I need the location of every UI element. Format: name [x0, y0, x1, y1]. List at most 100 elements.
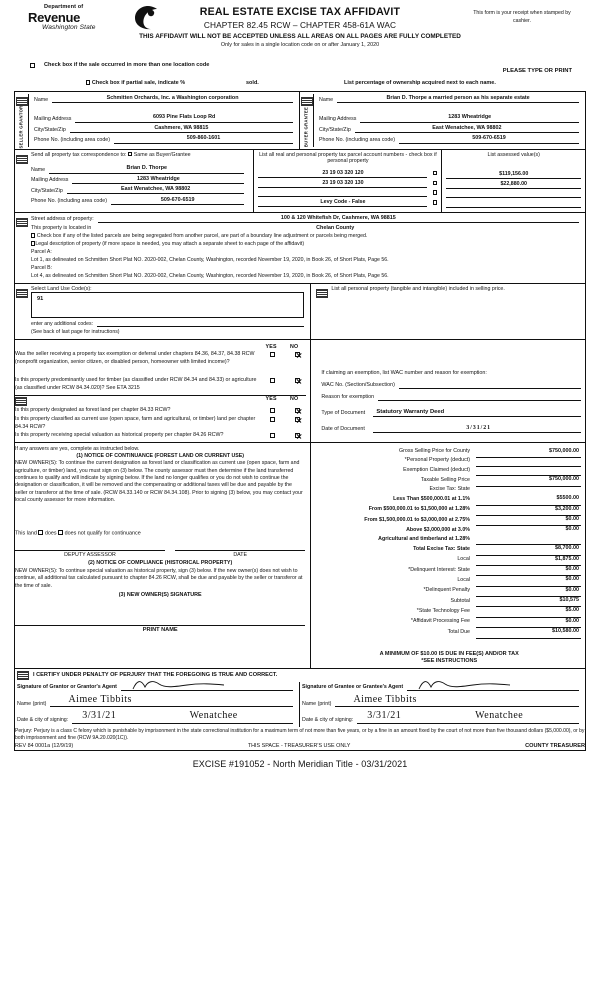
- buyer-mailing-value[interactable]: 1283 Wheatridge: [360, 114, 579, 123]
- tax-amount-15[interactable]: $10,575: [475, 596, 581, 608]
- same-as-buyer-checkbox[interactable]: [127, 151, 133, 157]
- tax-amount-7[interactable]: $0.00: [475, 515, 581, 527]
- tax-amount-16[interactable]: $5.00: [475, 606, 581, 618]
- reason-input[interactable]: [378, 394, 581, 401]
- grantor-city-value[interactable]: Wenatchee: [185, 710, 294, 724]
- grantee-date-value[interactable]: 3/31/21: [357, 710, 472, 724]
- question-2-no-checkbox[interactable]: [295, 378, 301, 384]
- street-address-value[interactable]: 100 & 120 Whitefish Dr, Cashmere, WA 988…: [97, 215, 579, 223]
- page-header: Department of Revenue Washington State R…: [14, 0, 586, 62]
- assessor-date-label[interactable]: DATE: [175, 549, 306, 559]
- barcode-icon: [301, 97, 313, 106]
- assessed-value-2[interactable]: $22,880.00: [446, 181, 581, 189]
- buyer-citystatezip-value[interactable]: East Wenatchee, WA 98802: [354, 125, 579, 134]
- question-1-yes-checkbox[interactable]: [270, 352, 276, 358]
- question-3-yes-checkbox[interactable]: [270, 408, 276, 414]
- seller-mailing-value[interactable]: 6093 Pine Flats Loop Rd: [75, 114, 293, 123]
- grantor-signature-input[interactable]: [120, 681, 293, 691]
- tax-amount-11[interactable]: $1,875.00: [475, 555, 581, 567]
- tax-amount-13[interactable]: $0.00: [475, 575, 581, 587]
- barcode-icon: [16, 154, 28, 164]
- question-2-yes-checkbox[interactable]: [270, 378, 276, 384]
- segregate-checkbox[interactable]: [31, 233, 36, 238]
- grantee-signature-input[interactable]: [407, 681, 579, 691]
- corr-mailing-value[interactable]: 1283 Wheatridge: [72, 176, 245, 185]
- deputy-assessor-label[interactable]: DEPUTY ASSESSOR: [15, 549, 165, 559]
- certify-section: I CERTIFY UNDER PENALTY OF PERJURY THAT …: [15, 667, 585, 750]
- tax-amount-8[interactable]: $0.00: [565, 526, 579, 533]
- parcel-row: 23 19 03 320 120: [258, 170, 438, 178]
- buyer-name-value[interactable]: Brian D. Thorpe a married person as his …: [337, 95, 579, 104]
- parcel-a-label: Parcel A:: [31, 248, 52, 255]
- question-4-yes-checkbox[interactable]: [270, 417, 276, 422]
- doc-type-value[interactable]: Statutory Warranty Deed: [373, 409, 581, 417]
- seller-citystatezip-value[interactable]: Cashmere, WA 98815: [69, 125, 293, 134]
- parcel-value-4[interactable]: Levy Code - False: [258, 199, 428, 207]
- parcel-value-1[interactable]: 23 19 03 320 120: [258, 170, 428, 178]
- does-qualify-checkbox[interactable]: [38, 530, 44, 536]
- tax-amount-17[interactable]: $0.00: [475, 617, 581, 629]
- legal-description-checkbox[interactable]: [31, 241, 36, 246]
- corr-phone-value[interactable]: 509-670-6519: [110, 197, 245, 205]
- seller-phone-value[interactable]: 509-860-1601: [113, 135, 293, 144]
- tax-amount-5[interactable]: $5500.00: [475, 495, 581, 506]
- wac-input[interactable]: [398, 382, 581, 389]
- question-1-no-checkbox[interactable]: [295, 352, 301, 358]
- tax-amount-0[interactable]: $750,000.00: [475, 447, 581, 458]
- print-name-label[interactable]: PRINT NAME: [15, 624, 306, 634]
- county-value[interactable]: Chelan County: [316, 224, 355, 231]
- does-not-qualify-checkbox[interactable]: [58, 530, 64, 536]
- grantor-name-value[interactable]: Aimee Tibbits: [50, 694, 293, 708]
- tax-amount-12[interactable]: $0.00: [475, 565, 581, 577]
- tax-amount-1[interactable]: [475, 457, 581, 468]
- question-5-no-checkbox[interactable]: [295, 433, 301, 439]
- doc-date-value[interactable]: 3/31/21: [373, 425, 581, 434]
- parcel-b-label: Parcel B:: [31, 264, 53, 271]
- reason-label: Reason for exemption: [321, 393, 375, 400]
- grantor-date-value[interactable]: 3/31/21: [72, 710, 186, 724]
- buyer-phone-value[interactable]: 509-670-6519: [398, 135, 579, 144]
- tax-row: *Affidavit Processing Fee $0.00: [317, 617, 581, 629]
- grantee-name-value[interactable]: Aimee Tibbits: [335, 694, 579, 708]
- tax-amount-2[interactable]: [475, 466, 581, 477]
- parcel-value-3[interactable]: [258, 190, 428, 197]
- tax-amount-10[interactable]: $8,700.00: [475, 544, 581, 556]
- additional-codes-input[interactable]: [97, 326, 305, 328]
- assessed-value-1[interactable]: $119,156.00: [446, 171, 581, 179]
- tax-amount-6[interactable]: $3,200.00: [475, 505, 581, 517]
- corr-name-value[interactable]: Brian D. Thorpe: [49, 165, 245, 174]
- dept-line3: Washington State: [42, 23, 96, 31]
- parcel-value-2[interactable]: 23 19 03 320 130: [258, 180, 428, 188]
- tax-amount-18[interactable]: $10,580.00: [475, 627, 581, 639]
- corr-citystatezip-value[interactable]: East Wenatchee, WA 98802: [66, 186, 245, 195]
- assessed-value-4[interactable]: [446, 201, 581, 208]
- personal-property-checkbox-1[interactable]: [433, 171, 438, 176]
- personal-property-checkbox-2[interactable]: [433, 181, 438, 186]
- partial-sale-group: Check box if partial sale, indicate %: [86, 80, 185, 87]
- tax-row: Subtotal $10,575: [317, 596, 581, 608]
- question-3-no-checkbox[interactable]: [295, 408, 301, 414]
- tax-row: Excise Tax: State: [317, 486, 581, 495]
- tax-label-13: Local: [457, 577, 470, 584]
- personal-property-checkbox-3[interactable]: [433, 190, 438, 195]
- tax-amount-3[interactable]: $750,000.00: [475, 475, 581, 487]
- send-correspondence-label: Send all property tax correspondence to:: [31, 151, 127, 158]
- barcode-icon: [17, 670, 29, 680]
- seller-name-value[interactable]: Schmitten Orchards, Inc. a Washington co…: [52, 95, 293, 104]
- tax-amount-9[interactable]: [475, 535, 581, 546]
- question-4-no-checkbox[interactable]: [295, 417, 301, 422]
- tax-amount-14[interactable]: $0.00: [475, 586, 581, 598]
- question-5-yes-checkbox[interactable]: [270, 433, 276, 439]
- certify-statement: I CERTIFY UNDER PENALTY OF PERJURY THAT …: [33, 671, 278, 678]
- multi-location-checkbox[interactable]: [30, 63, 35, 68]
- continuance-title-3: (3) NEW OWNER(S) SIGNATURE: [118, 591, 202, 598]
- partial-sale-checkbox[interactable]: [86, 80, 91, 85]
- seller-name-label: Name: [34, 96, 49, 103]
- assessor-signature-row: DEPUTY ASSESSOR DATE: [15, 549, 306, 559]
- landuse-code-input[interactable]: 91: [31, 292, 305, 319]
- parcel-b-description: Lot 4, as delineated on Schmitten Short …: [31, 272, 389, 279]
- personal-property-checkbox-4[interactable]: [433, 200, 438, 205]
- grantee-city-value[interactable]: Wenatchee: [471, 710, 580, 724]
- does-label: does: [44, 530, 57, 537]
- assessed-value-3[interactable]: [446, 191, 581, 199]
